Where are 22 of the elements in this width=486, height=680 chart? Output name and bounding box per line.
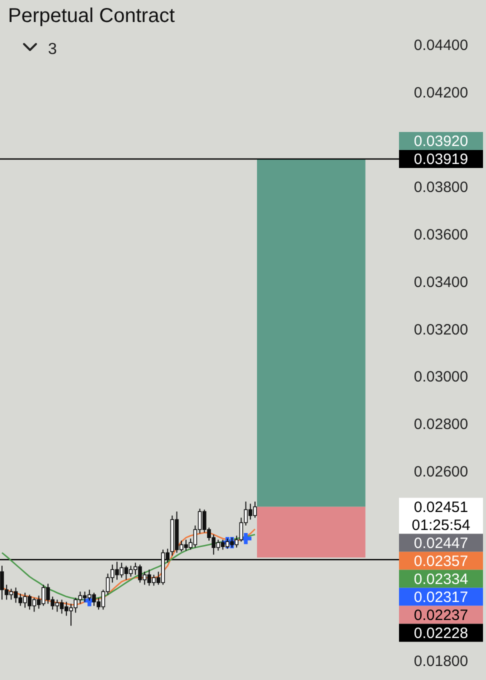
y-tick-label: 0.03600 xyxy=(414,226,468,244)
y-tick-label: 0.03000 xyxy=(414,368,468,386)
y-tick-label: 0.02600 xyxy=(414,464,468,480)
y-tick-label: 0.03200 xyxy=(414,321,468,338)
y-tick-label: 0.04200 xyxy=(414,84,468,102)
text: 0.02451 xyxy=(414,498,468,516)
y-tick-label: 0.03800 xyxy=(414,179,468,196)
annotation: 3 xyxy=(48,41,57,58)
chart-title: Perpetual Contract xyxy=(8,5,176,27)
text: 01:25:54 xyxy=(412,516,470,534)
y-tick-label: 0.01800 xyxy=(414,653,468,670)
y-tick-label: 0.02800 xyxy=(414,416,468,434)
ref-line-label: 0.03919 xyxy=(414,150,468,168)
text: 0.02447 xyxy=(414,534,468,552)
text: 0.02228 xyxy=(414,624,468,642)
text: 0.02317 xyxy=(414,588,468,606)
text: 0.02334 xyxy=(414,570,468,588)
text: 0.03920 xyxy=(414,132,468,150)
text: 0.02357 xyxy=(414,552,468,570)
text: 0.02237 xyxy=(414,606,468,624)
y-tick-label: 0.04400 xyxy=(414,37,468,54)
y-tick-label: 0.03400 xyxy=(414,274,468,291)
